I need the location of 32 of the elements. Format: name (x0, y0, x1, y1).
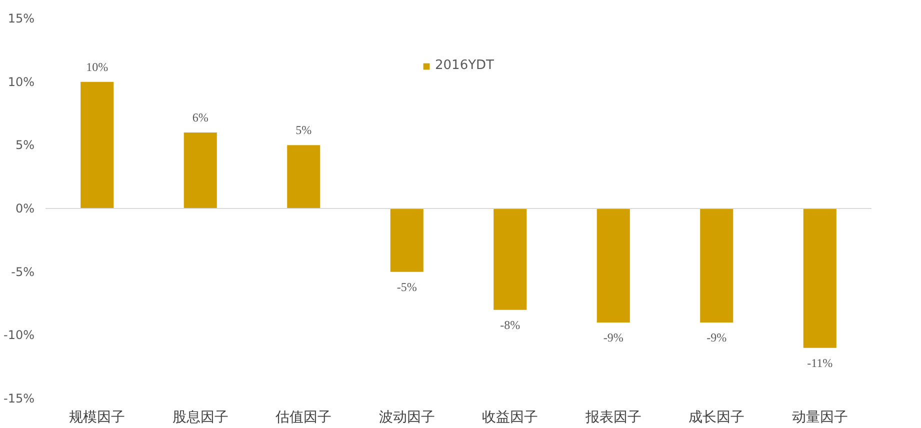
data-label: 10% (86, 60, 108, 74)
bar (494, 208, 527, 310)
x-tick-label: 股息因子 (172, 410, 228, 426)
data-label: -5% (396, 280, 417, 294)
data-label: -9% (706, 330, 727, 344)
legend-label: 2016YDT (435, 58, 494, 73)
bar (803, 208, 836, 348)
y-tick-label: -15% (4, 392, 35, 406)
data-label: -11% (807, 356, 833, 370)
bar (596, 208, 630, 322)
y-tick-label: -5% (11, 264, 35, 279)
x-tick-label: 收益因子 (482, 410, 538, 426)
bar (287, 145, 320, 208)
y-tick-label: -10% (4, 328, 35, 342)
bar (184, 132, 217, 208)
y-tick-label: 0% (15, 202, 35, 216)
x-tick-label: 成长因子 (688, 410, 745, 426)
data-label: 5% (296, 123, 312, 138)
y-tick-label: 15% (8, 12, 34, 26)
data-label: 6% (192, 110, 208, 124)
data-label: -9% (603, 330, 624, 344)
x-tick-label: 估值因子 (274, 410, 332, 426)
x-tick-label: 规模因子 (69, 410, 126, 426)
x-tick-label: 动量因子 (792, 410, 848, 426)
bar (700, 208, 734, 322)
y-tick-label: 10% (8, 74, 34, 89)
bar (390, 208, 424, 272)
bar (80, 82, 114, 208)
data-label: -8% (500, 318, 520, 332)
x-tick-label: 报表因子 (584, 410, 642, 426)
x-tick-label: 波动因子 (378, 410, 435, 426)
y-tick-label: 5% (15, 138, 35, 152)
